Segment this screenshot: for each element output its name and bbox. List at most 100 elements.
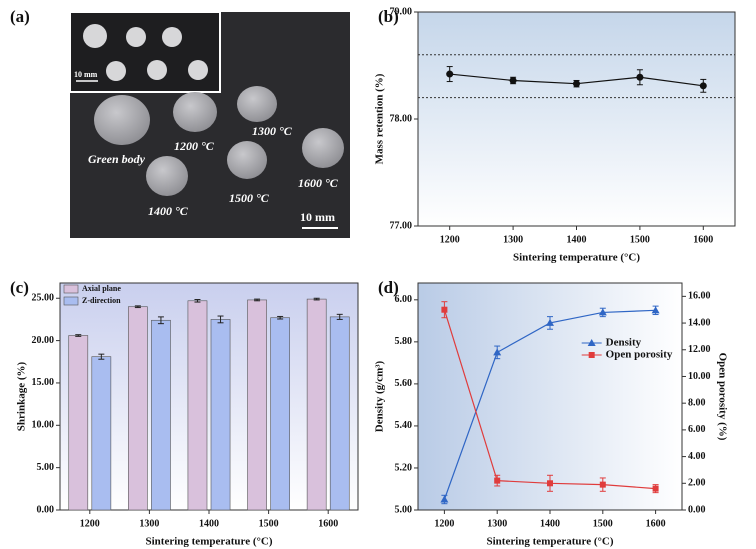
bar [128, 306, 148, 511]
photo-annotation: 1400 °C [148, 204, 189, 218]
marker [440, 495, 449, 503]
error-bar [217, 315, 224, 324]
x-tick-label: 1500 [259, 518, 279, 529]
inset [69, 11, 221, 93]
inset-discs [83, 24, 208, 81]
error-bar [98, 353, 105, 360]
y-tick-label: 0.00 [37, 504, 55, 515]
marker [494, 477, 501, 484]
bar [329, 316, 350, 511]
x-tick-label: 1300 [487, 518, 507, 529]
x-axis-label: Sintering temperature (°C) [146, 536, 273, 548]
marker [547, 480, 553, 487]
marker [636, 73, 644, 81]
y-tick-label: 5.80 [395, 336, 413, 347]
error-bar [254, 298, 261, 302]
legend-swatch [63, 296, 79, 306]
x-tick-label: 1200 [434, 518, 454, 529]
error-bar [313, 297, 320, 301]
panel-label: (a) [10, 7, 30, 26]
bar [270, 317, 290, 511]
marker [651, 306, 660, 314]
marker [441, 306, 448, 313]
x-tick-label: 1200 [440, 234, 460, 245]
x-tick-label: 1300 [139, 518, 159, 529]
marker [599, 481, 606, 488]
error-bar [336, 313, 343, 320]
bar [91, 356, 112, 511]
y-axis-label: Mass retention (%) [374, 73, 386, 164]
x-tick-label: 1600 [318, 518, 338, 529]
marker [446, 70, 454, 78]
bar [210, 319, 231, 511]
y-tick-label: 77.00 [390, 220, 413, 231]
panel-label: (d) [378, 278, 399, 297]
x-tick-label: 1200 [80, 518, 100, 529]
legend-label: Open porosity [606, 349, 673, 361]
inset-scale: 10 mm [74, 70, 98, 79]
y2-tick-label: 10.00 [688, 371, 711, 382]
legend-swatch [63, 284, 79, 294]
error-bar [194, 299, 201, 303]
bar [306, 298, 327, 511]
y2-tick-label: 12.00 [688, 344, 711, 355]
y-axis-label: Density (g/cm³) [374, 360, 386, 432]
y-tick-label: 15.00 [32, 377, 55, 388]
y2-tick-label: 16.00 [688, 291, 711, 302]
panel-label: (c) [10, 278, 29, 297]
y-tick-label: 79.00 [390, 6, 413, 17]
y-tick-label: 20.00 [32, 335, 55, 346]
y2-tick-label: 0.00 [688, 504, 706, 515]
panel-label: (b) [378, 7, 399, 26]
plot-bg [417, 11, 736, 227]
y-tick-label: 5.60 [395, 378, 413, 389]
legend-label: Density [606, 337, 642, 349]
y-tick-label: 5.40 [395, 420, 413, 431]
bar [68, 335, 89, 511]
x-tick-label: 1600 [693, 234, 713, 245]
error-bar [75, 334, 82, 337]
legend-label: Axial plane [82, 284, 121, 293]
marker [587, 339, 596, 346]
x-tick-label: 1600 [646, 518, 666, 529]
y-tick-label: 5.00 [37, 462, 55, 473]
y2-tick-label: 14.00 [688, 317, 711, 328]
marker [652, 485, 659, 492]
y2-axis-label: Open porosity (%) [716, 353, 728, 441]
scale-text: 10 mm [300, 210, 335, 224]
photo: 10 mm Green body 1200 °C 1300 °C 1400 °C… [69, 11, 350, 238]
marker [546, 318, 554, 326]
error-bar [134, 305, 141, 309]
photo-annotation: 1300 °C [252, 124, 293, 138]
marker [493, 348, 502, 356]
photo-annotation: 1500 °C [229, 191, 270, 205]
marker [699, 82, 707, 90]
y-tick-label: 25.00 [32, 293, 55, 304]
legend-label: Z-direction [82, 296, 121, 305]
y-tick-label: 6.00 [395, 294, 413, 305]
x-tick-label: 1400 [540, 518, 560, 529]
discs [94, 86, 344, 196]
x-axis-label: Sintering temperature (°C) [487, 536, 614, 548]
y2-tick-label: 8.00 [688, 397, 706, 408]
bar [187, 300, 208, 511]
photo-annotation: Green body [88, 152, 146, 166]
y2-tick-label: 2.00 [688, 478, 706, 489]
marker [588, 352, 595, 358]
bar [151, 319, 171, 511]
marker [509, 76, 517, 84]
x-tick-label: 1300 [503, 234, 523, 245]
x-tick-label: 1500 [630, 234, 650, 245]
bar [247, 299, 267, 511]
y-tick-label: 10.00 [32, 420, 55, 431]
x-tick-label: 1500 [593, 518, 613, 529]
error-bar [277, 315, 284, 320]
photo-annotation: 1200 °C [174, 139, 215, 153]
x-tick-label: 1400 [567, 234, 587, 245]
y2-tick-label: 4.00 [688, 451, 706, 462]
error-bar [157, 316, 164, 325]
y-tick-label: 78.00 [390, 113, 413, 124]
y-axis-label: Shrinkage (%) [16, 361, 28, 431]
marker [573, 80, 580, 88]
